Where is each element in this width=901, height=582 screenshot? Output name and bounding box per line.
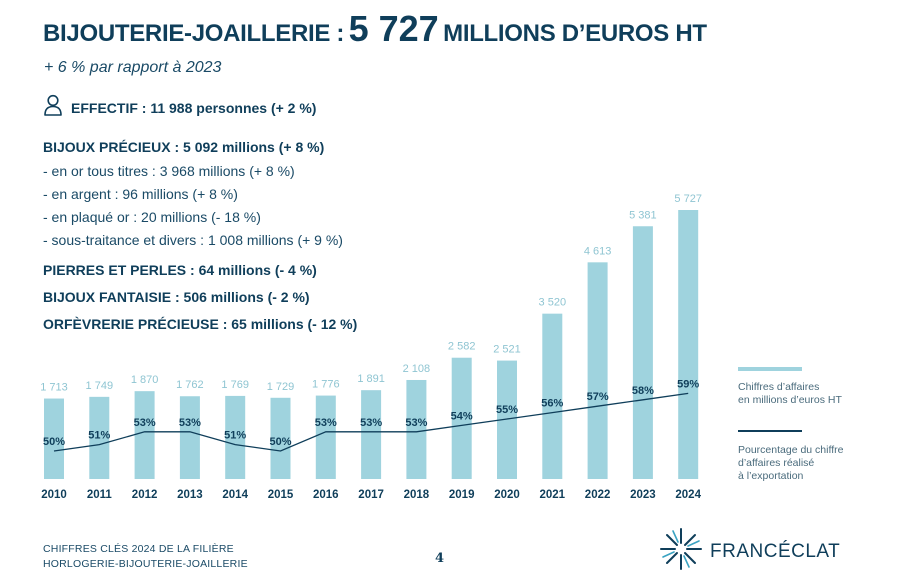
x-tick-label: 2021 xyxy=(540,489,566,501)
revenue-bar xyxy=(225,395,246,479)
person-icon xyxy=(43,94,63,121)
x-tick-label: 2010 xyxy=(41,489,67,501)
revenue-bar xyxy=(315,395,336,479)
revenue-bar xyxy=(406,379,427,479)
star-burst-logo-icon xyxy=(658,526,704,577)
export-percentage-label: 53% xyxy=(360,417,382,429)
revenue-bar-label: 1 891 xyxy=(357,373,385,385)
revenue-bar-label: 4 613 xyxy=(584,245,612,257)
legend-label-export: Pourcentage du chiffre d’affaires réalis… xyxy=(738,444,844,482)
revenue-bar xyxy=(134,391,155,479)
title-part1: BIJOUTERIE-JOAILLERIE : xyxy=(43,20,345,47)
title-part2: MILLIONS D’EUROS HT xyxy=(443,20,707,47)
x-tick-label: 2022 xyxy=(585,489,611,501)
revenue-bar-label: 5 727 xyxy=(674,193,702,205)
x-tick-label: 2013 xyxy=(177,489,203,501)
revenue-bar-label: 2 582 xyxy=(448,341,476,353)
revenue-bar xyxy=(44,398,64,479)
footer-text: CHIFFRES CLÉS 2024 DE LA FILIÈRE HORLOGE… xyxy=(43,542,248,572)
revenue-bar xyxy=(587,262,608,479)
x-tick-label: 2019 xyxy=(449,489,475,501)
revenue-bar-label: 1 713 xyxy=(40,382,68,394)
bijoux-precieux-item: - sous-traitance et divers : 1 008 milli… xyxy=(43,232,343,248)
revenue-bar xyxy=(451,357,472,479)
revenue-bar-label: 1 776 xyxy=(312,379,340,391)
brand-logo: FRANCÉCLAT xyxy=(658,526,840,577)
revenue-bar xyxy=(89,396,110,479)
export-percentage-label: 54% xyxy=(451,410,473,422)
export-percentage-label: 51% xyxy=(224,430,246,442)
page-title: BIJOUTERIE-JOAILLERIE : 5 727 MILLIONS D… xyxy=(43,8,707,50)
export-percentage-label: 50% xyxy=(43,436,65,448)
export-percentage-label: 58% xyxy=(632,385,654,397)
footer-line2: HORLOGERIE-BIJOUTERIE-JOAILLERIE xyxy=(43,558,248,570)
revenue-bar xyxy=(179,396,200,479)
x-tick-label: 2016 xyxy=(313,489,339,501)
export-percentage-line xyxy=(53,392,689,452)
export-percentage-label: 59% xyxy=(677,378,699,390)
brand-name: FRANCÉCLAT xyxy=(710,540,841,562)
x-tick-label: 2024 xyxy=(675,489,701,501)
title-value: 5 727 xyxy=(348,8,439,49)
bijoux-precieux-item: - en plaqué or : 20 millions (- 18 %) xyxy=(43,209,261,225)
page-number: 4 xyxy=(435,551,445,566)
x-tick-label: 2020 xyxy=(494,489,520,501)
category-orfevrerie: ORFÈVRERIE PRÉCIEUSE : 65 millions (- 12… xyxy=(43,316,358,332)
x-tick-label: 2018 xyxy=(404,489,430,501)
category-bijoux-fantaisie: BIJOUX FANTAISIE : 506 millions (- 2 %) xyxy=(43,289,310,305)
legend-swatch-revenue xyxy=(738,367,802,371)
export-percentage-label: 53% xyxy=(134,417,156,429)
export-percentage-label: 51% xyxy=(88,430,110,442)
revenue-bar-label: 3 520 xyxy=(539,297,567,309)
export-percentage-label: 55% xyxy=(496,404,518,416)
revenue-bar xyxy=(678,210,699,479)
revenue-bar-label: 2 521 xyxy=(493,344,521,356)
export-percentage-label: 50% xyxy=(269,436,291,448)
revenue-bar-label: 2 108 xyxy=(403,363,431,375)
bijoux-precieux-heading: BIJOUX PRÉCIEUX : 5 092 millions (+ 8 %) xyxy=(43,139,325,155)
revenue-bar xyxy=(542,313,563,479)
bijoux-precieux-item: - en or tous titres : 3 968 millions (+ … xyxy=(43,163,295,179)
revenue-bar-label: 1 769 xyxy=(221,379,249,391)
bijoux-precieux-item: - en argent : 96 millions (+ 8 %) xyxy=(43,186,238,202)
legend-label-revenue: Chiffres d’affaires en millions d’euros … xyxy=(738,381,842,406)
export-percentage-label: 53% xyxy=(315,417,337,429)
effectif-label: EFFECTIF : 11 988 personnes (+ 2 %) xyxy=(71,99,317,116)
revenue-bar-label: 1 870 xyxy=(131,374,159,386)
revenue-bar xyxy=(632,226,653,479)
category-pierres-perles: PIERRES ET PERLES : 64 millions (- 4 %) xyxy=(43,262,317,278)
x-tick-label: 2012 xyxy=(132,489,158,501)
revenue-bar xyxy=(270,397,291,479)
x-tick-label: 2011 xyxy=(87,489,113,501)
revenue-bar-label: 1 762 xyxy=(176,379,204,391)
revenue-bar xyxy=(497,360,517,479)
revenue-bar xyxy=(361,390,382,479)
x-tick-label: 2015 xyxy=(268,489,294,501)
export-percentage-label: 57% xyxy=(587,391,609,403)
x-tick-label: 2014 xyxy=(222,489,248,501)
footer-line1: CHIFFRES CLÉS 2024 DE LA FILIÈRE xyxy=(43,543,234,555)
x-tick-label: 2017 xyxy=(358,489,384,501)
revenue-bar-label: 1 729 xyxy=(267,381,295,393)
revenue-bar-label: 1 749 xyxy=(86,380,114,392)
export-percentage-label: 53% xyxy=(179,417,201,429)
export-percentage-label: 56% xyxy=(541,398,563,410)
page-subtitle: + 6 % par rapport à 2023 xyxy=(44,59,222,76)
export-percentage-label: 53% xyxy=(405,417,427,429)
effectif-row: EFFECTIF : 11 988 personnes (+ 2 %) xyxy=(43,94,316,121)
revenue-bar-label: 5 381 xyxy=(629,209,657,221)
x-tick-label: 2023 xyxy=(630,489,656,501)
legend-swatch-export xyxy=(738,430,802,432)
